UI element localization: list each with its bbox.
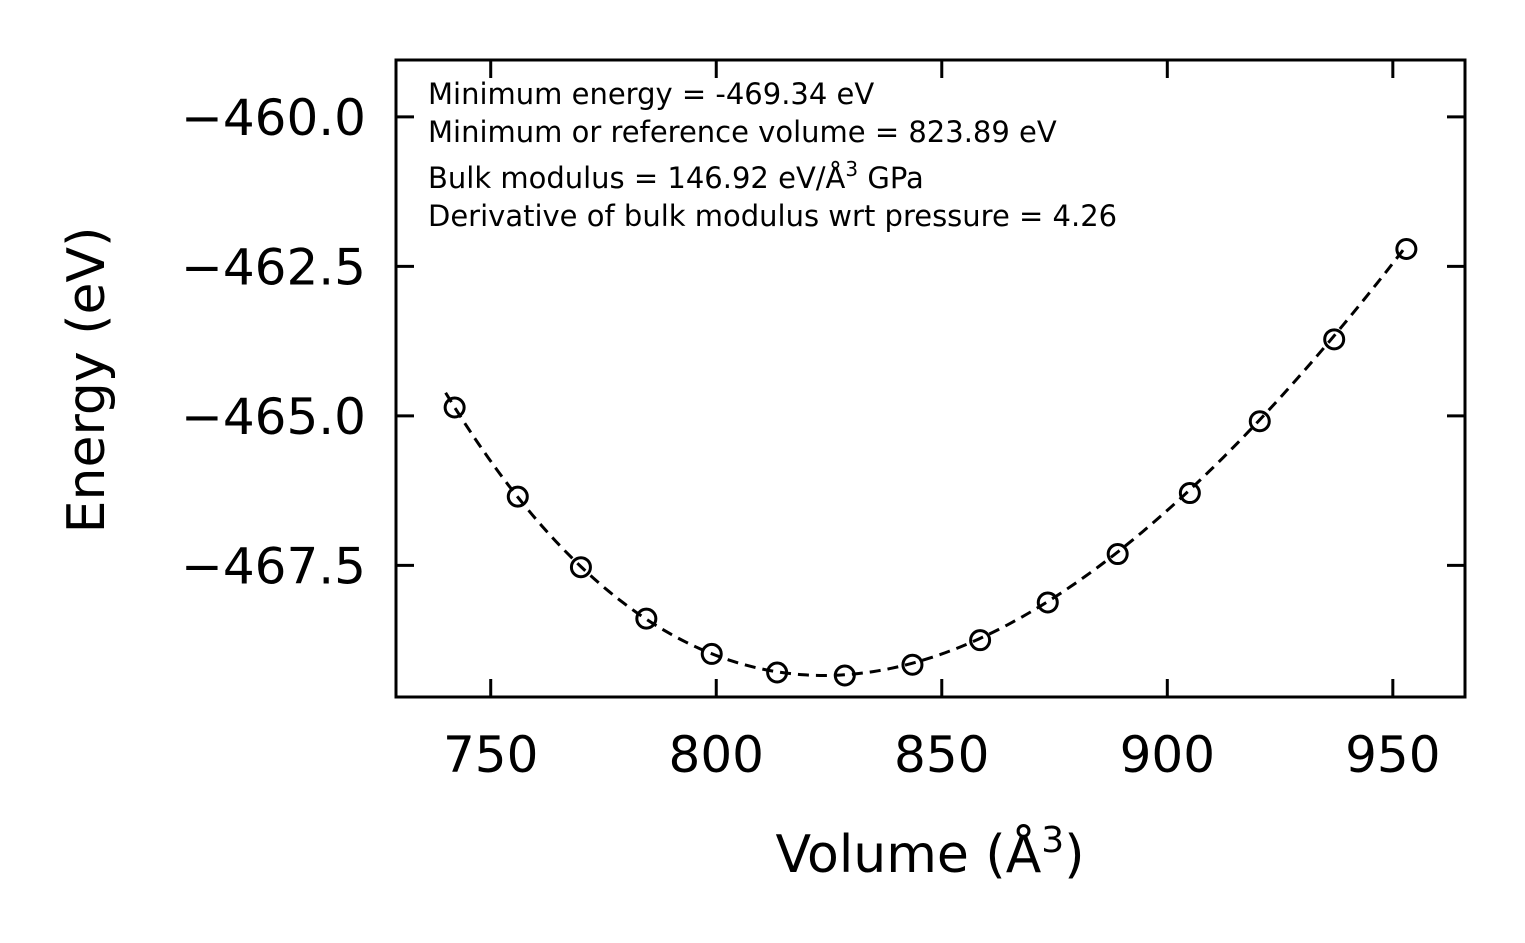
data-point bbox=[1248, 410, 1271, 433]
x-axis-label-sup: 3 bbox=[1041, 820, 1064, 861]
x-tick-label: 800 bbox=[669, 726, 764, 784]
plot-frame bbox=[394, 58, 1467, 699]
annotation-min-energy: Minimum energy = -469.34 eV bbox=[428, 77, 874, 111]
data-point bbox=[443, 396, 466, 419]
data-point bbox=[766, 661, 789, 684]
data-point bbox=[506, 485, 529, 508]
x-tick-label: 750 bbox=[443, 726, 538, 784]
data-point bbox=[901, 653, 924, 676]
data-point bbox=[1395, 238, 1418, 261]
x-tick-label: 900 bbox=[1120, 726, 1215, 784]
data-point bbox=[1036, 591, 1059, 614]
x-axis-ticks: 750 800 850 900 950 bbox=[443, 60, 1441, 784]
x-axis-label-text: Volume (Å bbox=[776, 823, 1042, 885]
y-tick-label: −467.5 bbox=[181, 537, 366, 595]
annotation-block: Minimum energy = -469.34 eV Minimum or r… bbox=[428, 77, 1117, 233]
annotation-min-volume: Minimum or reference volume = 823.89 eV bbox=[428, 115, 1057, 149]
x-tick-label: 950 bbox=[1345, 726, 1440, 784]
data-point bbox=[700, 642, 723, 665]
annotation-derivative: Derivative of bulk modulus wrt pressure … bbox=[428, 199, 1117, 233]
data-point bbox=[569, 556, 592, 579]
annotation-bulk-modulus: Bulk modulus = 146.92 eV/Å3 GPa bbox=[428, 157, 924, 195]
annotation-bulk-modulus-text: Bulk modulus = 146.92 eV/Å bbox=[428, 161, 846, 195]
data-point bbox=[1106, 543, 1129, 566]
y-axis-label: Energy (eV) bbox=[57, 227, 117, 534]
fit-curve-line bbox=[444, 244, 1408, 677]
x-axis-label-suffix: ) bbox=[1064, 825, 1084, 885]
data-point bbox=[833, 664, 856, 687]
data-point bbox=[635, 607, 658, 630]
annotation-bulk-modulus-suffix: GPa bbox=[858, 161, 924, 195]
y-axis-ticks: −460.0 −462.5 −465.0 −467.5 bbox=[181, 89, 1465, 595]
data-point bbox=[1178, 482, 1201, 505]
data-points-group bbox=[443, 238, 1418, 687]
x-tick-label: 850 bbox=[894, 726, 989, 784]
x-axis-label: Volume (Å3) bbox=[776, 820, 1085, 885]
y-tick-label: −462.5 bbox=[181, 238, 366, 296]
y-tick-label: −460.0 bbox=[181, 89, 366, 147]
y-tick-label: −465.0 bbox=[181, 388, 366, 446]
data-point bbox=[969, 629, 992, 652]
fit-curve-group bbox=[444, 244, 1408, 677]
annotation-bulk-modulus-sup: 3 bbox=[845, 157, 858, 181]
data-point bbox=[1323, 328, 1346, 351]
